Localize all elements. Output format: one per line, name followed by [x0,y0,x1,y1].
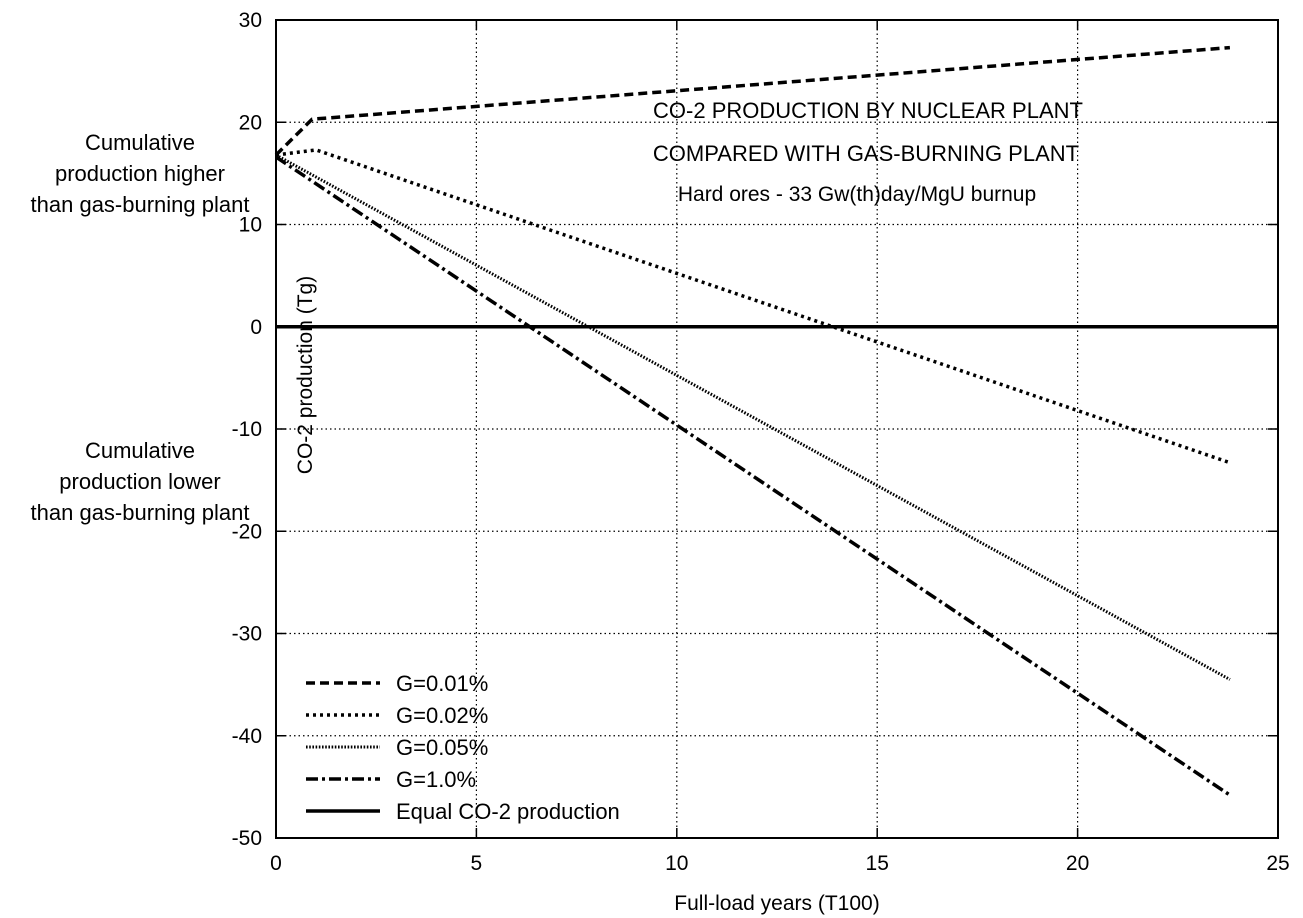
series-line-3 [275,153,1231,681]
chart-subtitle: COMPARED WITH GAS-BURNING PLANT [653,141,1079,166]
y-tick-label: -20 [232,520,262,543]
legend-entry: G=0.02% [306,703,488,728]
y-tick-label: -50 [232,827,262,850]
y-tick-label: -40 [232,725,262,748]
legend-entry: G=0.01% [306,671,488,696]
side-note-line: production lower [59,469,220,494]
chart-title: CO-2 PRODUCTION BY NUCLEAR PLANT [653,98,1083,123]
side-note-line: Cumulative [85,438,195,463]
legend-entry: G=1.0% [306,767,476,792]
legend-label: G=0.05% [396,735,488,760]
y-tick-label: -10 [232,418,262,441]
y-tick-label: 30 [239,9,262,32]
legend-entry: G=0.05% [306,735,488,760]
x-tick-label: 5 [471,852,483,875]
legend-entry: Equal CO-2 production [306,799,620,824]
legend-label: G=1.0% [396,767,476,792]
x-axis-label: Full-load years (T100) [674,892,879,915]
series-line-4 [275,155,1231,797]
side-note-line: production higher [55,161,225,186]
side-note-higher: Cumulative production higher than gas-bu… [31,130,250,217]
legend-label: G=0.01% [396,671,488,696]
series-lines [274,45,1278,797]
legend-label: G=0.02% [396,703,488,728]
x-tick-label: 20 [1066,852,1089,875]
chart-annotation: Hard ores - 33 Gw(th)day/MgU burnup [678,183,1036,206]
legend-label: Equal CO-2 production [396,799,620,824]
y-tick-label: 20 [239,111,262,134]
side-note-line: than gas-burning plant [31,500,250,525]
y-tick-label: 10 [239,214,262,237]
y-tick-label: 0 [250,316,262,339]
axis-ticks: 0 5 10 15 20 25 30 20 10 0 -10 -20 -30 -40 -50 [232,9,1290,875]
series-line-1 [274,45,1231,157]
x-tick-label: 15 [866,852,889,875]
side-note-line: than gas-burning plant [31,192,250,217]
legend: G=0.01% G=0.02% G=0.05% G=1.0% Equal CO-… [306,671,620,824]
x-tick-label: 25 [1266,852,1289,875]
side-note-lower: Cumulative production lower than gas-bur… [31,438,250,525]
x-tick-label: 10 [665,852,688,875]
side-note-line: Cumulative [85,130,195,155]
y-axis-label: CO-2 production (Tg) [294,276,317,474]
y-tick-label: -30 [232,623,262,646]
x-tick-label: 0 [270,852,282,875]
